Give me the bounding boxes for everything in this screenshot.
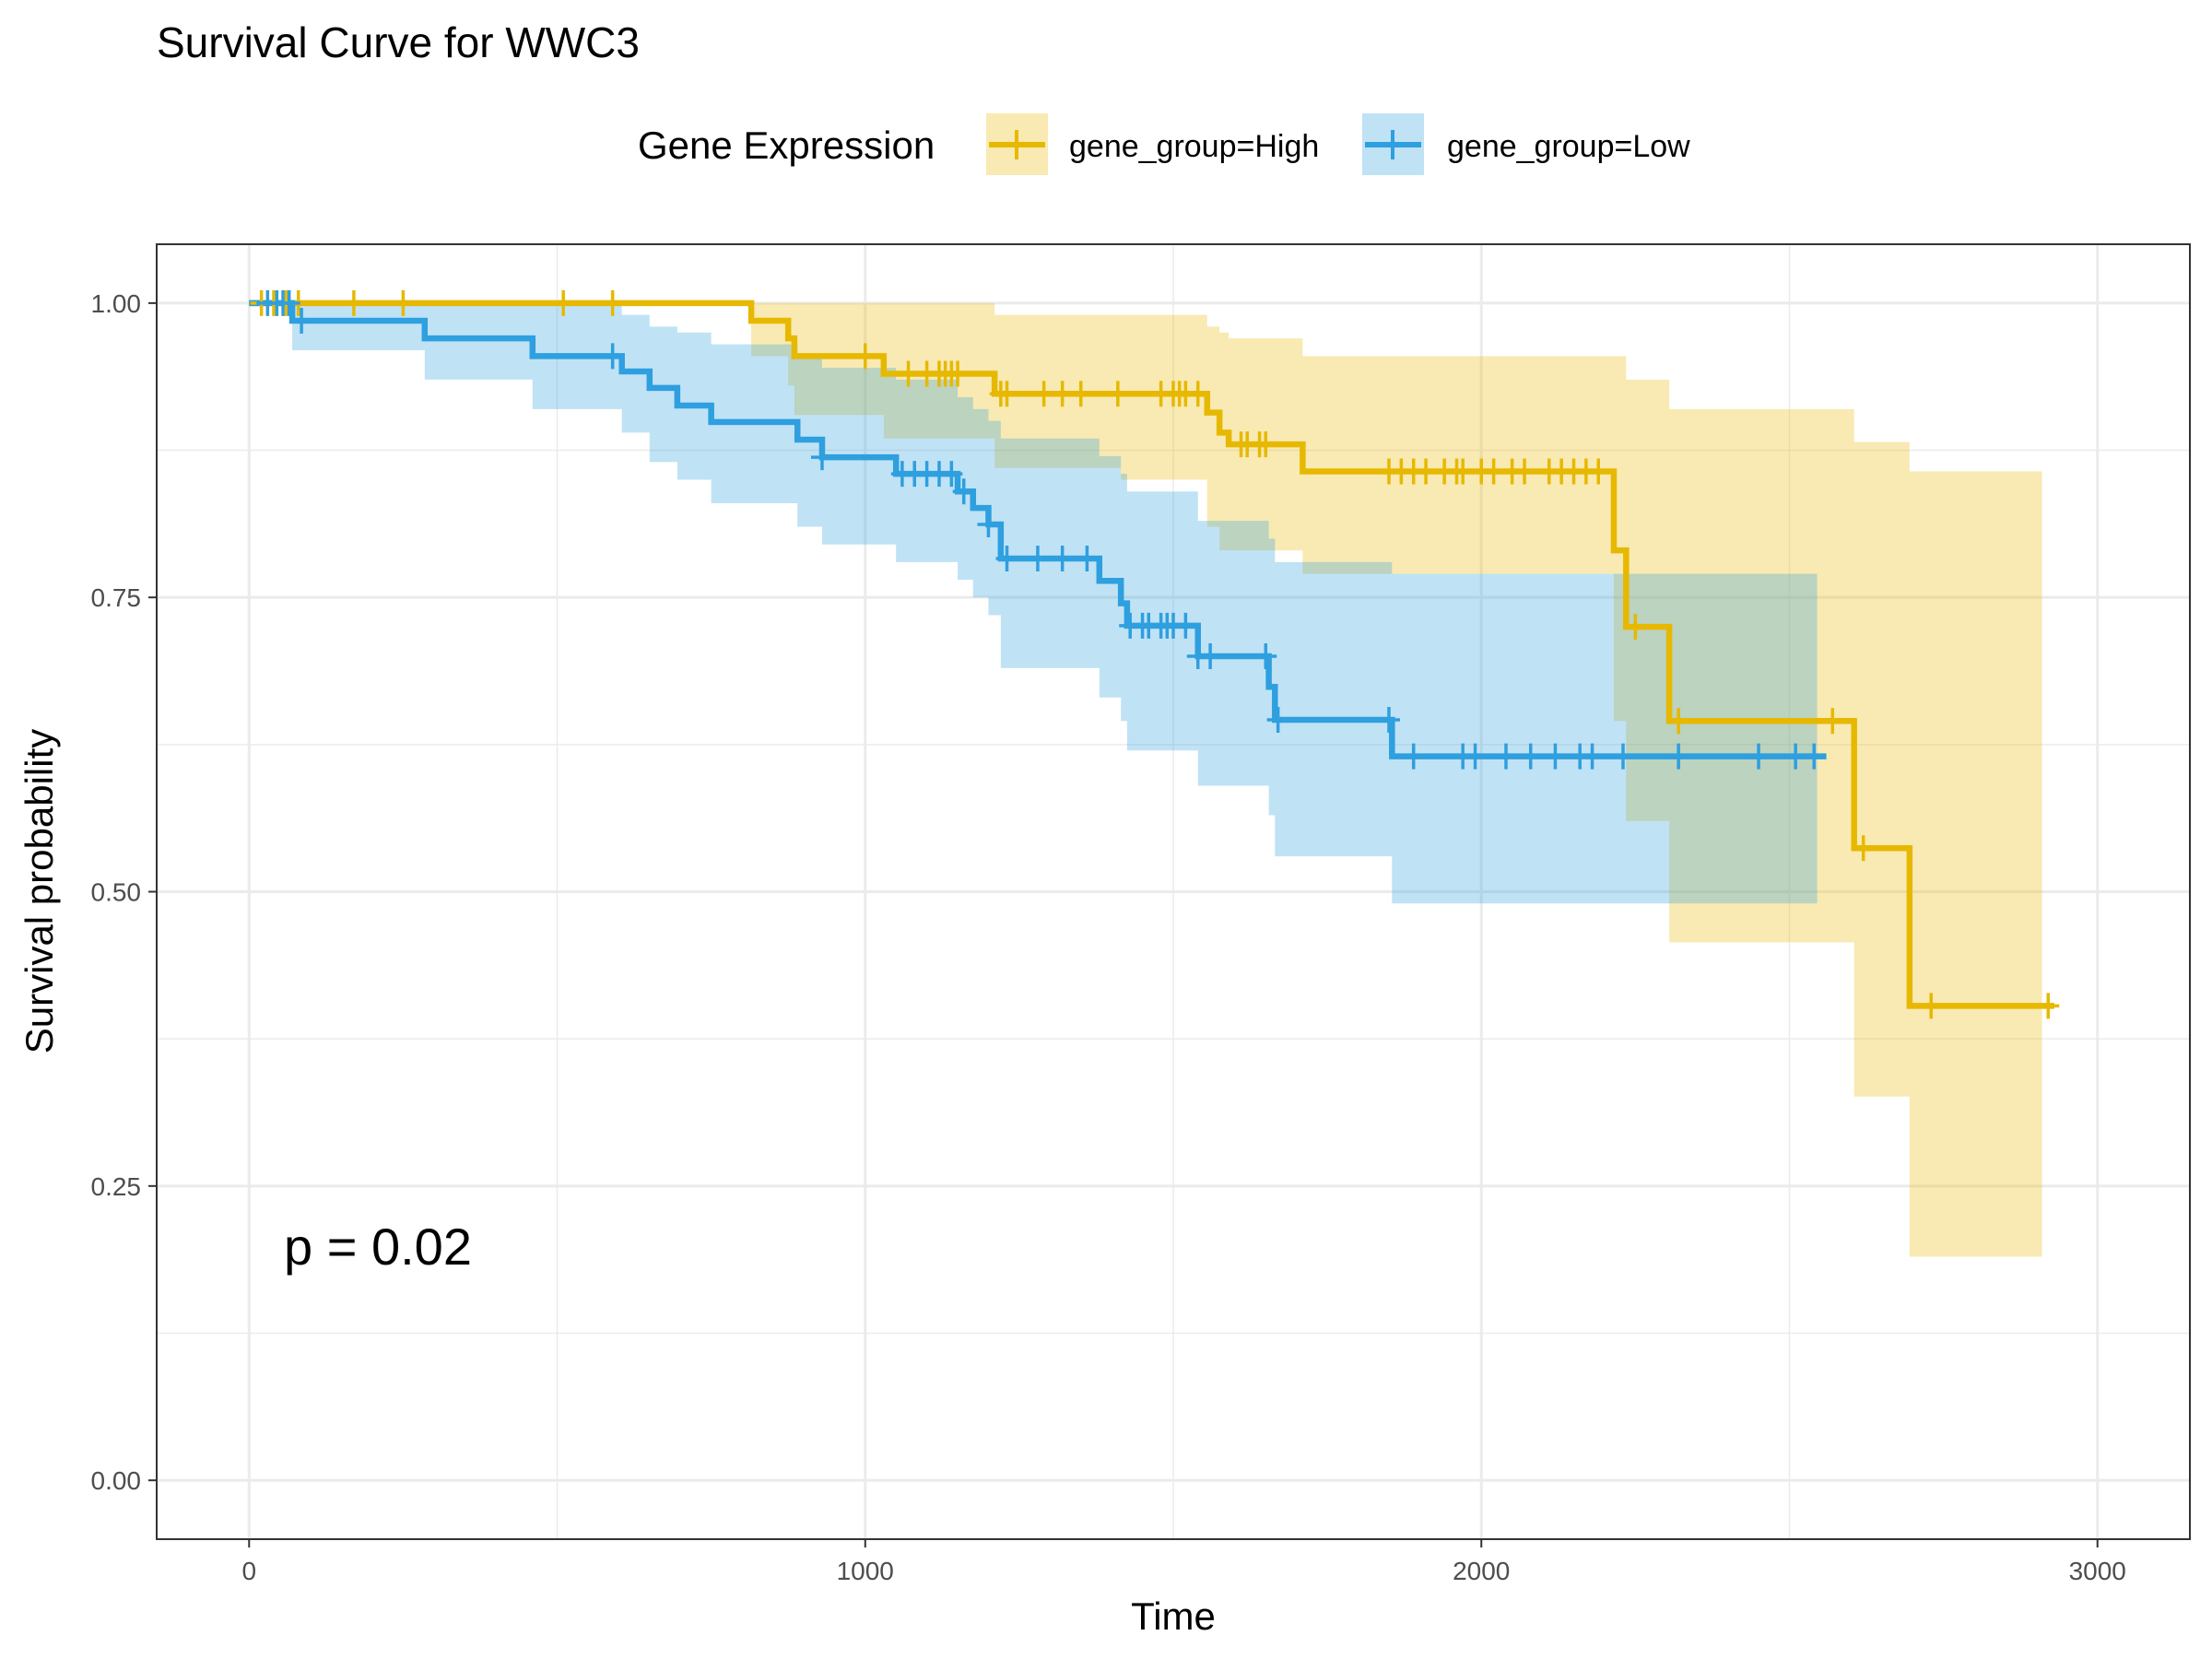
censor-mark-low	[940, 461, 963, 488]
censor-mark-low	[952, 478, 975, 505]
censor-mark-high	[1254, 431, 1277, 458]
censor-mark-low	[1784, 743, 1807, 770]
y-tick-label: 0.25	[91, 1172, 142, 1201]
censor-mark-high	[1667, 708, 1690, 735]
censor-mark-high	[601, 289, 624, 316]
censor-mark-high	[552, 289, 575, 316]
censor-mark-low	[977, 511, 1000, 537]
censor-mark-high	[1415, 458, 1438, 485]
ci-band-high	[249, 302, 2042, 1257]
censor-mark-low	[1667, 743, 1690, 770]
censor-mark-low	[810, 444, 833, 471]
censor-mark-high	[1852, 835, 1875, 862]
y-tick-label: 0.75	[91, 583, 142, 612]
survival-line-high	[249, 300, 2054, 1009]
censor-mark-low	[1266, 707, 1289, 734]
censor-mark-high	[1186, 381, 1209, 407]
censor-mark-high	[853, 343, 877, 370]
censor-mark-low	[1377, 707, 1400, 734]
x-tick-label: 3000	[2069, 1557, 2126, 1585]
censor-mark-high	[392, 289, 415, 316]
legend-key-low	[1362, 113, 1424, 175]
censor-mark-high	[1106, 381, 1129, 407]
confidence-bands	[249, 302, 2042, 1257]
censor-mark-low	[1254, 643, 1277, 670]
x-axis-title: Time	[1131, 1594, 1216, 1638]
y-axis-title: Survival probability	[18, 729, 61, 1054]
censor-mark-low	[1199, 643, 1222, 670]
censor-mark-low	[1494, 743, 1517, 770]
x-tick-label: 2000	[1453, 1557, 1510, 1585]
censor-mark-high	[947, 360, 970, 387]
censor-mark-high	[2037, 993, 2060, 1019]
x-tick-label: 0	[241, 1557, 256, 1585]
censor-mark-low	[290, 308, 313, 335]
censor-mark-low	[1519, 743, 1542, 770]
p-value-annotation: p = 0.02	[284, 1218, 472, 1276]
censor-mark-high	[342, 289, 365, 316]
axis-tick-labels: 0 1000 2000 3000 0.00 0.25 0.50 0.75 1.00	[91, 289, 2126, 1585]
censor-mark-low	[1581, 743, 1604, 770]
censor-mark-low	[1803, 743, 1826, 770]
legend-label-high: gene_group=High	[1069, 129, 1319, 164]
censor-mark-high	[1624, 614, 1647, 641]
y-tick-label: 0.50	[91, 878, 142, 907]
x-tick-label: 1000	[837, 1557, 894, 1585]
censor-mark-high	[995, 381, 1018, 407]
legend-label-low: gene_group=Low	[1447, 129, 1690, 164]
censor-mark-high	[1482, 458, 1505, 485]
chart-title: Survival Curve for WWC3	[157, 18, 640, 66]
legend-key-high	[986, 113, 1048, 175]
censor-mark-low	[1544, 743, 1567, 770]
censor-mark-low	[1747, 743, 1771, 770]
grid-lines	[157, 244, 2190, 1539]
censor-mark-high	[1920, 993, 1943, 1019]
censor-mark-low	[1076, 546, 1099, 572]
axis-ticks	[148, 301, 2099, 1547]
censor-mark-high	[1513, 458, 1536, 485]
censor-mark-low	[1464, 743, 1487, 770]
censor-mark-high	[1051, 381, 1074, 407]
censor-mark-high	[1069, 381, 1092, 407]
censor-mark-low	[1174, 612, 1197, 639]
censor-mark-high	[1032, 381, 1055, 407]
censor-mark-high	[1821, 708, 1844, 735]
y-tick-label: 0.00	[91, 1466, 142, 1495]
censor-mark-high	[1587, 458, 1610, 485]
legend-title: Gene Expression	[638, 124, 935, 167]
legend: Gene Expression gene_group=High gene_gro…	[638, 113, 1690, 175]
censor-mark-low	[277, 289, 300, 316]
y-tick-label: 1.00	[91, 289, 142, 318]
censor-mark-low	[1611, 743, 1634, 770]
censor-marks	[250, 289, 2060, 1019]
censor-mark-high	[897, 360, 920, 387]
censor-mark-low	[995, 546, 1018, 572]
censor-mark-low	[601, 343, 624, 370]
censor-mark-high	[1452, 458, 1475, 485]
censor-mark-low	[1051, 546, 1074, 572]
censor-mark-low	[1026, 546, 1049, 572]
censor-mark-low	[1402, 743, 1425, 770]
